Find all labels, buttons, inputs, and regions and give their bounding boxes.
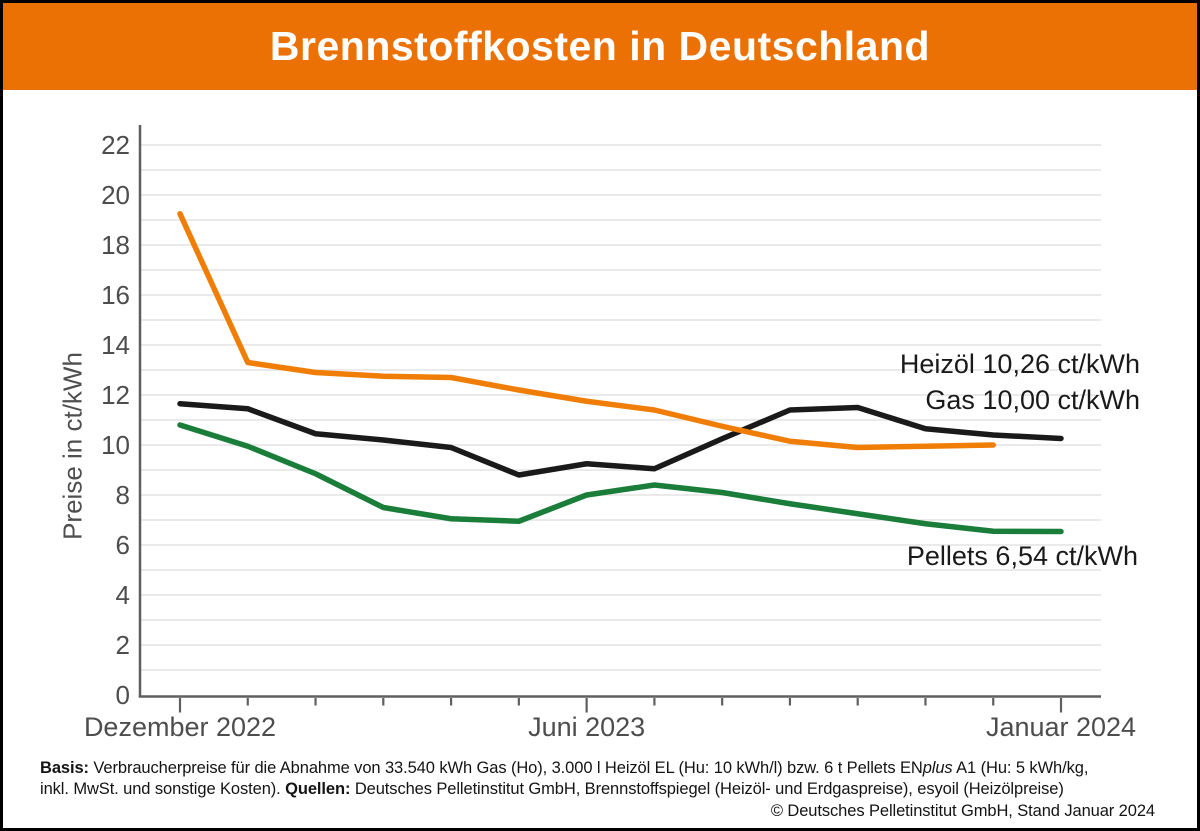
series-line-pellets: [177, 422, 1064, 535]
footer-quellen-line: inkl. MwSt. und sonstige Kosten). Quelle…: [40, 779, 1155, 801]
y-axis-tick-label: 18: [101, 230, 130, 260]
x-axis-tick-label: Dezember 2022: [84, 712, 276, 742]
footer-copyright: © Deutsches Pelletinstitut GmbH, Stand J…: [770, 801, 1155, 820]
title-banner: Brennstoffkosten in Deutschland: [3, 3, 1197, 90]
y-axis-tick-label: 0: [116, 680, 130, 710]
y-axis-tick-label: 2: [116, 630, 130, 660]
y-axis-tick-label: 10: [101, 430, 130, 460]
series-end-label: Heizöl 10,26 ct/kWh: [900, 349, 1140, 379]
y-axis-tick-label: 4: [116, 580, 130, 610]
series-line-heizl: [177, 401, 1064, 478]
footer-basis-text-end: A1 (Hu: 5 kWh/kg,: [952, 758, 1089, 777]
footer-basis-text: Verbraucherpreise für die Abnahme von 33…: [88, 758, 923, 777]
footer-quellen-label: Quellen:: [285, 780, 351, 798]
series-end-label: Pellets 6,54 ct/kWh: [907, 541, 1138, 571]
y-axis-tick-label: 14: [101, 330, 130, 360]
line-chart: 0 2 4 6 8 10 12 14 16 18 20 22 Dezember 2022 Juni 202…: [84, 125, 1140, 742]
chart-title: Brennstoffkosten in Deutschland: [269, 23, 931, 69]
y-axis-tick-label: 6: [116, 530, 130, 560]
footer-quellen-pre: inkl. MwSt. und sonstige Kosten).: [40, 780, 286, 798]
x-axis-tick-label: Juni 2023: [528, 712, 645, 742]
footer-quellen-text: Deutsches Pelletinstitut GmbH, Brennstof…: [350, 780, 1064, 798]
y-axis-tick-label: 16: [101, 280, 130, 310]
x-axis-tick-label: Januar 2024: [986, 712, 1136, 742]
y-axis-title: Preise in ct/kWh: [57, 352, 88, 540]
series-end-label: Gas 10,00 ct/kWh: [925, 385, 1140, 415]
footer-notes: Basis: Verbraucherpreise für die Abnahme…: [40, 758, 1155, 823]
footer-enplus-italic: plus: [922, 758, 953, 777]
y-axis-tick-label: 12: [101, 380, 130, 410]
series-line-gas: [177, 211, 996, 451]
footer-basis-line: Basis: Verbraucherpreise für die Abnahme…: [40, 758, 1155, 780]
y-axis-tick-label: 20: [101, 180, 130, 210]
footer-basis-label: Basis:: [40, 758, 89, 777]
y-axis-tick-label: 22: [101, 130, 130, 160]
y-axis-tick-label: 8: [116, 480, 130, 510]
